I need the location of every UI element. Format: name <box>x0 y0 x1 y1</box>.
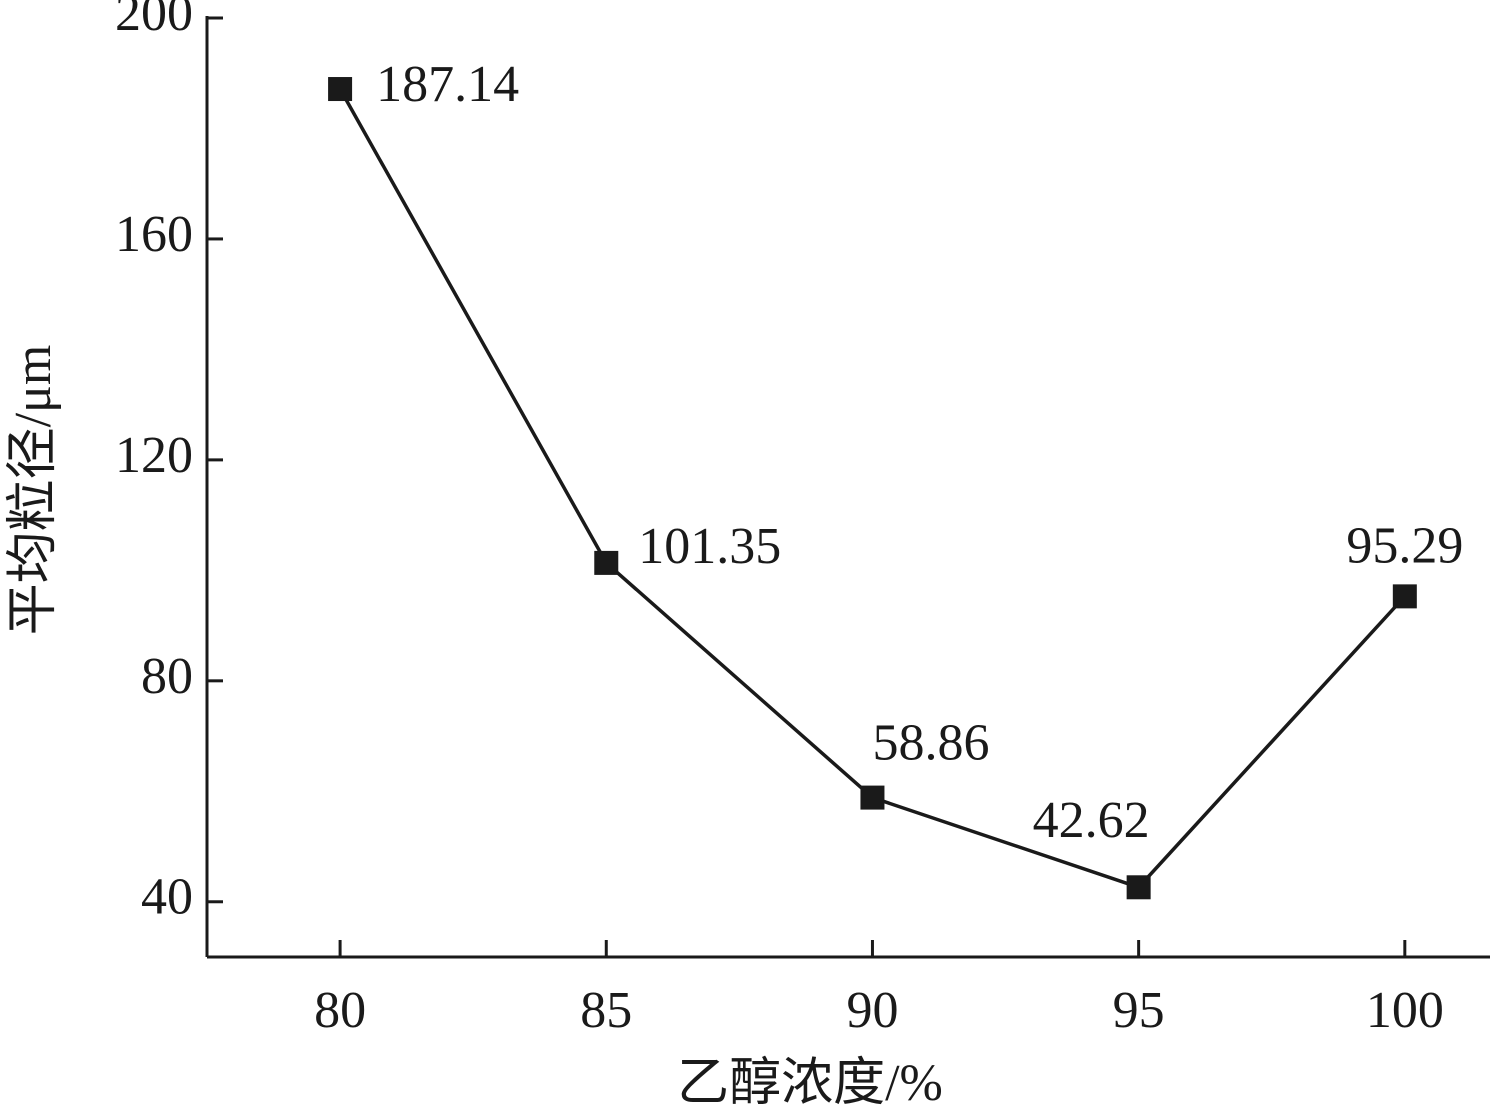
x-tick-label: 85 <box>580 982 632 1039</box>
data-label: 101.35 <box>638 518 781 575</box>
y-tick-label: 80 <box>141 648 193 705</box>
data-point <box>1392 584 1417 609</box>
data-label: 187.14 <box>376 56 519 113</box>
data-point <box>328 77 353 102</box>
x-tick-label: 95 <box>1113 982 1165 1039</box>
data-label: 42.62 <box>1033 792 1150 849</box>
y-axis-label: 平均粒径/μm <box>5 345 62 636</box>
data-point <box>1126 875 1151 900</box>
data-label: 95.29 <box>1346 517 1463 574</box>
y-tick-label: 120 <box>115 427 193 484</box>
data-label: 58.86 <box>872 715 989 772</box>
data-point <box>860 785 885 810</box>
x-tick-label: 80 <box>314 982 366 1039</box>
x-axis-label: 乙醇浓度/% <box>677 1055 943 1112</box>
y-tick-label: 200 <box>115 0 193 42</box>
y-tick-label: 40 <box>141 869 193 926</box>
y-tick-label: 160 <box>115 206 193 263</box>
data-point <box>594 550 619 575</box>
x-tick-label: 100 <box>1366 982 1444 1039</box>
x-tick-label: 90 <box>846 982 898 1039</box>
